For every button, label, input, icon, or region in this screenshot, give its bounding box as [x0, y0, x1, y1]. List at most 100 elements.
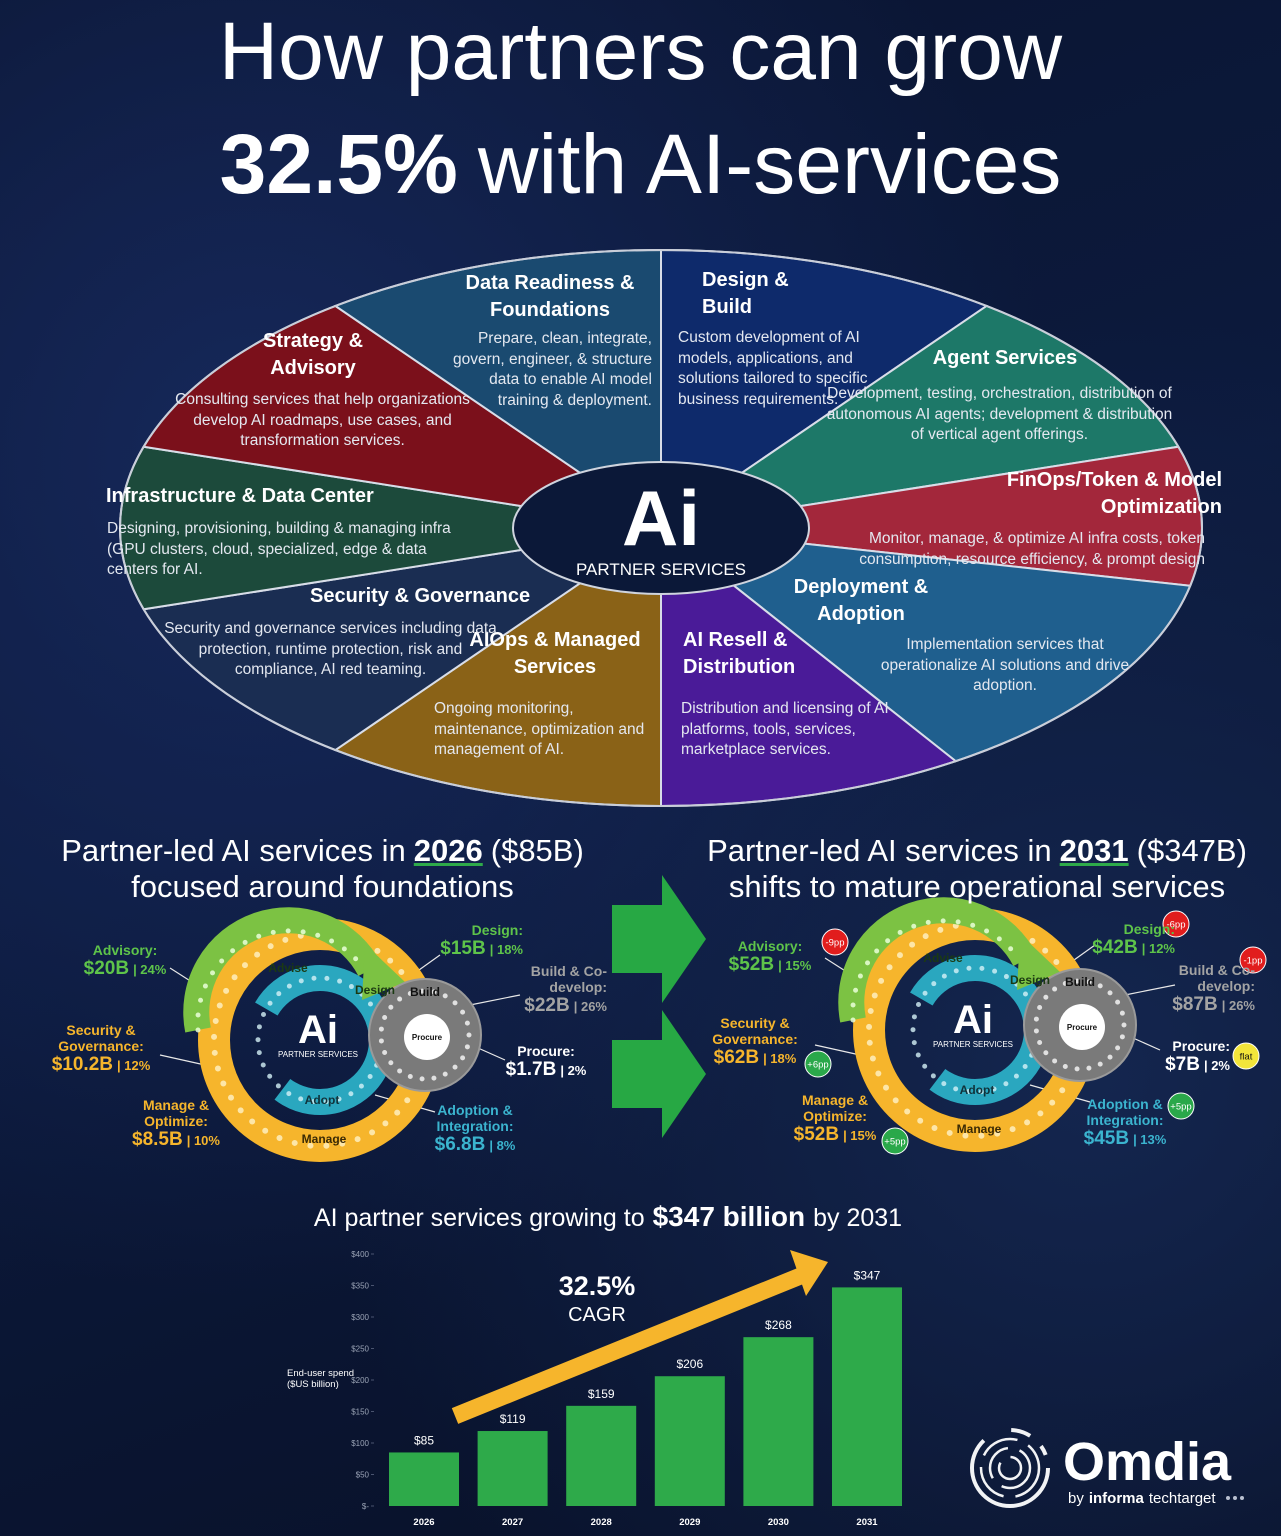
ring-logo: Ai — [298, 1008, 338, 1052]
bar — [743, 1337, 814, 1506]
title-highlight: 32.5% — [219, 117, 458, 211]
logo-tagline-pre: by — [1068, 1490, 1084, 1507]
ring-label: Design — [355, 983, 395, 997]
panel-heading-line-2: focused around foundations — [131, 869, 514, 904]
segment-amount: $20B — [83, 958, 130, 979]
segment-title: AI Resell & Distribution — [683, 629, 796, 678]
y-tick-label: $300 — [351, 1313, 369, 1322]
logo-name: Omdia — [1063, 1432, 1232, 1492]
cagr-arrow — [451, 1267, 807, 1424]
leader-line — [814, 1044, 861, 1056]
segment-label: Security & Governance: $62B | 18% — [700, 1015, 810, 1069]
logo-tagline: by informa techtarget — [1068, 1490, 1216, 1507]
y-tick-label: $350 — [351, 1282, 369, 1291]
segment-share: | 26% — [1221, 998, 1255, 1013]
title-rest: with AI-services — [477, 117, 1062, 211]
segment-label: Manage & Optimize: $52B | 15% — [785, 1092, 885, 1146]
advise-arrow-dots — [850, 918, 1023, 1023]
panel-heading-text: Partner-led AI services in — [707, 833, 1052, 868]
donut: Procure Advise Design Build Adopt Manage AiPAR… — [159, 907, 521, 1162]
segment-share: | 13% — [1133, 1132, 1167, 1147]
change-badge-label: -6pp — [1166, 920, 1185, 931]
segment-label: Adoption & Integration: $45B | 13% — [1075, 1096, 1175, 1150]
segment-value: $52B | 15% — [715, 954, 825, 976]
segment-share: | 12% — [117, 1058, 151, 1073]
x-tick-label: 2030 — [768, 1517, 789, 1528]
segment-description: Security and governance services includi… — [164, 620, 497, 678]
chart-title-highlight: $347 billion — [652, 1201, 806, 1232]
logo-tagline-bold: informa — [1089, 1490, 1145, 1507]
segment-amount: $42B — [1092, 937, 1138, 958]
segment-label: Design: $15B | 18% — [410, 922, 523, 960]
segment-share: | 15% — [778, 958, 812, 973]
wheel-center — [512, 461, 810, 595]
panel-heading-total: ($85B) — [490, 833, 584, 868]
advise-arrow-dots — [195, 928, 368, 1033]
segment-label: Advisory: $52B | 15% — [715, 938, 825, 976]
segment-value: $15B | 18% — [410, 938, 523, 960]
change-badge — [821, 928, 849, 956]
ring-label: Adopt — [305, 1093, 340, 1107]
wheel-center-label: PARTNER SERVICES — [576, 560, 746, 579]
segment-share: | 15% — [843, 1128, 877, 1143]
build-gear-dots — [1033, 978, 1127, 1072]
logo-dot — [1226, 1496, 1230, 1500]
advise-arrow — [183, 907, 382, 1033]
segment-amount: $8.5B — [132, 1129, 183, 1150]
segment-title: AIOps & Managed Services — [469, 629, 641, 678]
change-badge-label: +5pp — [884, 1137, 905, 1148]
segment-name: Adoption & Integration: — [1086, 1096, 1164, 1128]
ring-label: Advise — [923, 951, 963, 965]
y-tick-label: $100 — [351, 1439, 369, 1448]
panel-heading: Partner-led AI services in 2026 ($85B) focu… — [0, 833, 645, 905]
y-tick-label: $400 — [351, 1250, 369, 1259]
ring-label: Procure — [412, 1033, 443, 1042]
procure-core — [1059, 1004, 1105, 1050]
segment-share: | 24% — [133, 962, 167, 977]
segment-title: Security & Governance — [310, 585, 531, 607]
ring-logo: Ai — [953, 998, 993, 1042]
segment-amount: $45B — [1083, 1128, 1130, 1149]
value-label: $268 — [765, 1318, 792, 1332]
segment-title: FinOps/Token & Model Optimization — [1006, 469, 1222, 518]
title-line-2: 32.5% with AI-services — [0, 112, 1281, 216]
segment-description: Consulting services that help organizati… — [175, 391, 470, 449]
segment-name: Build & Co-develop: — [530, 963, 607, 995]
value-label: $206 — [676, 1357, 703, 1371]
x-tick-label: 2031 — [856, 1517, 878, 1528]
ring-label: Procure — [1067, 1023, 1098, 1032]
leader-line — [1124, 984, 1176, 996]
change-badge-label: +6pp — [807, 1060, 828, 1071]
segment-amount: $15B — [440, 938, 486, 959]
bar — [654, 1376, 725, 1506]
segment-name: Advisory: — [737, 938, 803, 954]
change-badge — [1167, 1092, 1195, 1120]
segment-title: Design & Build — [702, 269, 789, 318]
segment-amount: $52B — [728, 954, 775, 975]
ring-label: Design — [1010, 973, 1050, 987]
change-badge-label: -9pp — [825, 938, 844, 949]
logo-tagline-post: techtarget — [1149, 1490, 1217, 1507]
value-label: $347 — [854, 1268, 881, 1282]
segment-name: Manage & Optimize: — [142, 1097, 210, 1129]
segment-amount: $10.2B — [51, 1054, 113, 1075]
segment-share: | 2% — [560, 1063, 587, 1078]
segment-amount: $87B — [1172, 994, 1218, 1015]
segment-value: $87B | 26% — [1150, 994, 1255, 1016]
segment-description: Implementation services that operational… — [880, 636, 1130, 694]
logo-mark — [988, 1446, 1032, 1490]
procure-core — [404, 1014, 450, 1060]
segment-share: | 18% — [489, 942, 523, 957]
bar — [566, 1405, 637, 1506]
segment-value: $8.5B | 10% — [122, 1129, 230, 1151]
segment-label: Adoption & Integration: $6.8B | 8% — [425, 1102, 525, 1156]
segment-name: Procure: — [517, 1043, 575, 1059]
segment-label: Procure: $1.7B | 2% — [500, 1043, 592, 1081]
change-badge-label: flat — [1240, 1052, 1253, 1063]
segment-name: Build & Co-develop: — [1178, 962, 1255, 994]
segment-description: Ongoing monitoring, maintenance, optimiz… — [434, 700, 645, 758]
ring-label: Manage — [957, 1122, 1002, 1136]
segment-value: $20B | 24% — [60, 958, 190, 980]
y-tick-label: $250 — [351, 1345, 369, 1354]
advise-arrow-head — [362, 944, 405, 1000]
